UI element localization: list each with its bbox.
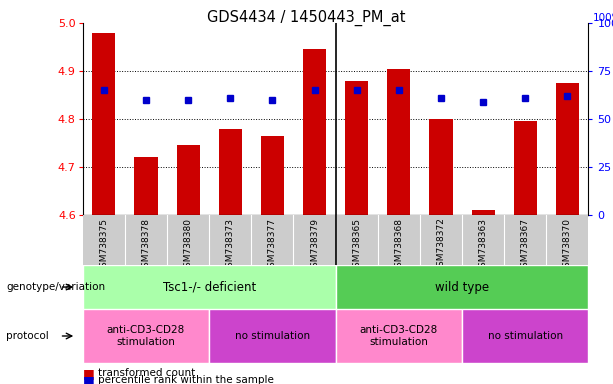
Bar: [462, 309, 588, 363]
Text: protocol: protocol: [6, 331, 49, 341]
Bar: [303, 50, 326, 215]
Text: no stimulation: no stimulation: [488, 331, 563, 341]
Bar: [83, 309, 209, 363]
Bar: [514, 121, 537, 215]
Text: GSM738375: GSM738375: [99, 217, 109, 273]
Text: GSM738368: GSM738368: [394, 217, 403, 273]
Text: anti-CD3-CD28
stimulation: anti-CD3-CD28 stimulation: [107, 325, 185, 347]
Text: GSM738367: GSM738367: [521, 217, 530, 273]
Text: wild type: wild type: [435, 281, 489, 293]
Text: GSM738363: GSM738363: [479, 217, 487, 273]
Bar: [209, 309, 336, 363]
Bar: [261, 136, 284, 215]
Bar: [336, 265, 588, 309]
Bar: [336, 309, 462, 363]
Bar: [92, 33, 115, 215]
Text: GDS4434 / 1450443_PM_at: GDS4434 / 1450443_PM_at: [207, 10, 406, 26]
Text: ■: ■: [83, 367, 94, 380]
Text: GSM738365: GSM738365: [352, 217, 361, 273]
Text: GSM738373: GSM738373: [226, 217, 235, 273]
Bar: [471, 210, 495, 215]
Text: genotype/variation: genotype/variation: [6, 282, 105, 292]
Text: GSM738379: GSM738379: [310, 217, 319, 273]
Bar: [83, 265, 336, 309]
Bar: [556, 83, 579, 215]
Text: GSM738378: GSM738378: [142, 217, 150, 273]
Text: ■: ■: [83, 374, 94, 384]
Text: GSM738370: GSM738370: [563, 217, 572, 273]
Bar: [177, 146, 200, 215]
Text: transformed count: transformed count: [98, 368, 196, 378]
Text: Tsc1-/- deficient: Tsc1-/- deficient: [162, 281, 256, 293]
Text: no stimulation: no stimulation: [235, 331, 310, 341]
Bar: [134, 157, 158, 215]
Bar: [345, 81, 368, 215]
Text: GSM738377: GSM738377: [268, 217, 277, 273]
Text: 100%: 100%: [593, 13, 613, 23]
Bar: [429, 119, 452, 215]
Text: GSM738380: GSM738380: [184, 217, 192, 273]
Text: percentile rank within the sample: percentile rank within the sample: [98, 375, 274, 384]
Text: GSM738372: GSM738372: [436, 217, 446, 272]
Bar: [219, 129, 242, 215]
Bar: [387, 69, 411, 215]
Text: anti-CD3-CD28
stimulation: anti-CD3-CD28 stimulation: [360, 325, 438, 347]
